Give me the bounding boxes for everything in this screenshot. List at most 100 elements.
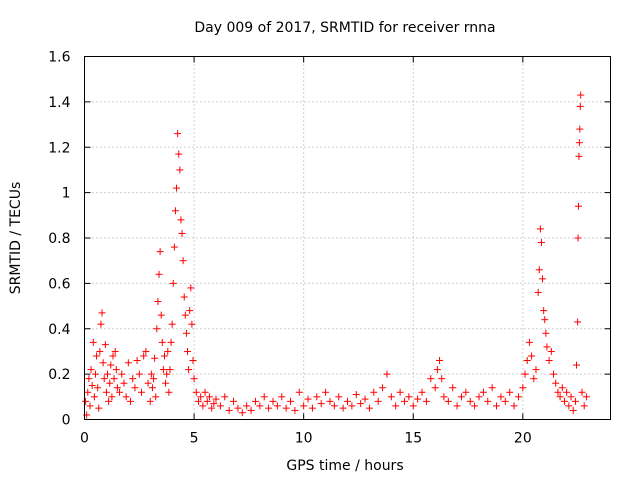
data-point — [133, 357, 141, 365]
data-point — [569, 406, 577, 414]
data-point — [124, 359, 132, 367]
data-point — [176, 166, 184, 174]
data-point — [475, 393, 483, 401]
data-point — [156, 248, 164, 256]
data-point — [422, 397, 430, 405]
data-point — [86, 402, 94, 410]
data-point — [169, 279, 177, 287]
data-point — [166, 366, 174, 374]
data-point — [107, 361, 115, 369]
data-point — [514, 393, 522, 401]
y-tick-label: 1.4 — [48, 95, 70, 111]
data-point — [148, 384, 156, 392]
data-point — [98, 309, 106, 317]
plot-frame — [84, 56, 611, 420]
data-point — [484, 397, 492, 405]
data-point — [190, 375, 198, 383]
data-point — [144, 379, 152, 387]
y-tick-label: 0.6 — [48, 276, 70, 292]
data-point — [265, 404, 273, 412]
y-tick-label: 1.6 — [48, 50, 70, 66]
data-point — [506, 388, 514, 396]
data-point — [158, 338, 166, 346]
data-point — [179, 257, 187, 265]
data-point — [180, 293, 188, 301]
data-point — [575, 139, 583, 147]
data-point — [96, 347, 104, 355]
data-point — [418, 388, 426, 396]
data-point — [162, 379, 170, 387]
data-point — [577, 91, 585, 99]
data-point — [497, 393, 505, 401]
data-point — [576, 125, 584, 133]
data-point — [210, 400, 218, 408]
data-point — [444, 397, 452, 405]
data-point — [118, 370, 126, 378]
data-point — [414, 395, 422, 403]
data-point — [142, 347, 150, 355]
data-point — [383, 370, 391, 378]
data-point — [571, 397, 579, 405]
data-point — [534, 288, 542, 296]
data-point — [150, 375, 158, 383]
data-point — [87, 366, 95, 374]
data-point — [539, 275, 547, 283]
x-tick-label: 15 — [404, 431, 422, 447]
data-point — [251, 397, 259, 405]
data-point — [339, 404, 347, 412]
data-point — [304, 395, 312, 403]
data-point — [122, 393, 130, 401]
data-point — [177, 216, 185, 224]
data-point — [205, 393, 213, 401]
data-point — [545, 357, 553, 365]
chart-title: Day 009 of 2017, SRMTID for receiver rnn… — [194, 20, 495, 36]
data-point — [427, 375, 435, 383]
data-point — [152, 393, 160, 401]
data-point — [216, 402, 224, 410]
y-tick-label: 0.4 — [48, 322, 70, 338]
data-point — [479, 388, 487, 396]
data-point — [560, 397, 568, 405]
data-point — [379, 384, 387, 392]
data-point — [287, 397, 295, 405]
data-point — [295, 388, 303, 396]
data-point — [357, 400, 365, 408]
data-point — [238, 409, 246, 417]
data-point — [184, 347, 192, 355]
data-point — [88, 381, 96, 389]
data-point — [433, 366, 441, 374]
data-point — [127, 397, 135, 405]
data-point — [147, 370, 155, 378]
data-point — [153, 325, 161, 333]
data-point — [85, 375, 93, 383]
data-point — [188, 320, 196, 328]
data-point — [574, 318, 582, 326]
data-point — [111, 347, 119, 355]
data-point — [165, 388, 173, 396]
data-point — [493, 402, 501, 410]
data-point — [308, 404, 316, 412]
data-point — [431, 384, 439, 392]
x-tick-labels: 0 5 10 15 20 — [80, 431, 532, 447]
data-point — [120, 379, 128, 387]
data-point — [322, 388, 330, 396]
data-point — [95, 404, 103, 412]
data-point — [225, 406, 233, 414]
data-point — [116, 388, 124, 396]
data-point — [537, 239, 545, 247]
data-point — [260, 393, 268, 401]
data-point — [317, 400, 325, 408]
data-point — [247, 406, 255, 414]
data-point — [580, 402, 588, 410]
data-point — [400, 397, 408, 405]
data-point — [212, 395, 220, 403]
data-point — [82, 397, 90, 405]
data-point — [558, 384, 566, 392]
data-point — [94, 384, 102, 392]
data-point — [90, 393, 98, 401]
data-point — [540, 307, 548, 315]
data-point — [167, 338, 175, 346]
data-point — [100, 375, 108, 383]
data-points — [82, 91, 590, 419]
